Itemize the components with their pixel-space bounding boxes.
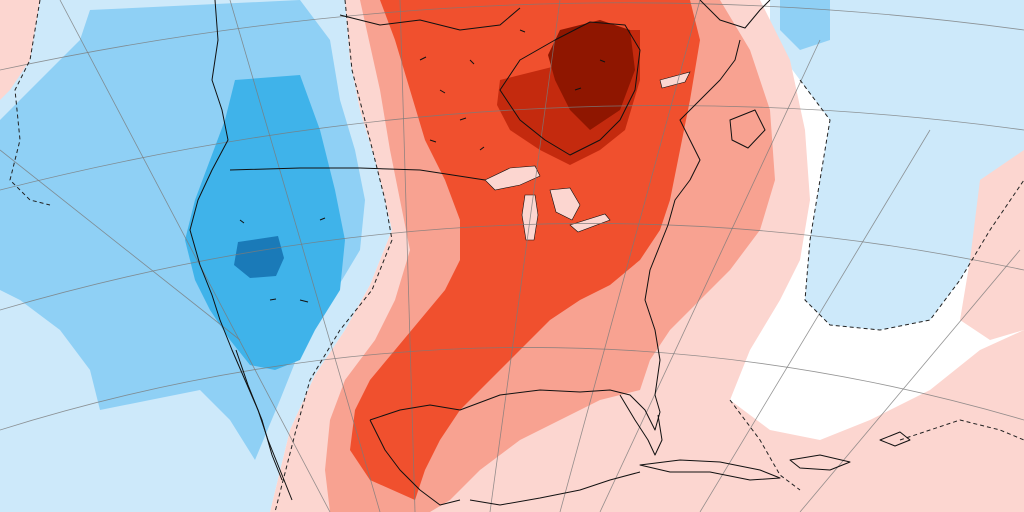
meridian-line [599,39,821,512]
hudson-bay-coast [499,21,641,156]
meridian-line [799,249,1021,512]
meridian-line [399,0,416,512]
greenland-coast [699,0,771,29]
baja-coastline [235,349,283,481]
small-lake [599,59,606,63]
west-coastline [189,0,293,501]
meridian-line [59,0,331,512]
small-lake [269,298,277,301]
arctic-coast [339,7,521,31]
cold-extreme-zone [234,236,284,278]
cold-medium-atlantic [780,0,830,50]
parallel-line [0,105,1024,191]
newfoundland-coast [729,109,766,149]
small-lake [319,217,326,221]
parallel-line [0,347,1024,431]
meridian-line [489,0,561,512]
warm-light-nw-corner [0,0,40,100]
small-lake [469,59,475,65]
lake-superior [484,165,541,191]
central-america-coast [469,471,641,506]
dashed-contour [799,79,1024,331]
east-coastline [644,39,741,396]
meridian-line [699,129,931,512]
small-water-bodies [239,29,606,303]
cuba-coast [639,459,781,481]
small-lake [439,89,446,94]
small-lake [299,299,309,303]
small-lake [239,219,245,224]
us-canada-border [229,167,486,181]
atlantic-island-coast [879,431,911,447]
coastlines [189,0,911,506]
small-lake [459,117,467,121]
mexico-gulf-coast [369,419,461,506]
meridian-line [229,0,381,512]
small-lake [519,29,526,33]
dashed-contour [899,419,1024,441]
florida-coast [619,394,663,456]
parallel-line [0,223,1024,311]
gulf-coastline [369,389,661,431]
meridian-line [559,0,701,512]
warm-medium-europe-edge [960,150,1024,340]
small-lake [419,56,427,61]
lake-huron [549,187,581,221]
small-lake [574,87,582,91]
dashed-contour [274,0,393,512]
cold-light-atlantic [770,0,1024,330]
meridian-line [0,149,241,341]
zero-contours [9,0,1024,512]
hudson-strait-lake [659,71,691,89]
cold-strong-zone [185,75,345,370]
lake-erie [569,213,611,233]
dashed-contour [729,399,801,491]
hispaniola-coast [789,454,851,471]
small-lake [479,146,485,151]
parallel-line [0,2,1024,71]
small-lake [429,139,437,143]
warm-peak-zone [548,20,635,130]
